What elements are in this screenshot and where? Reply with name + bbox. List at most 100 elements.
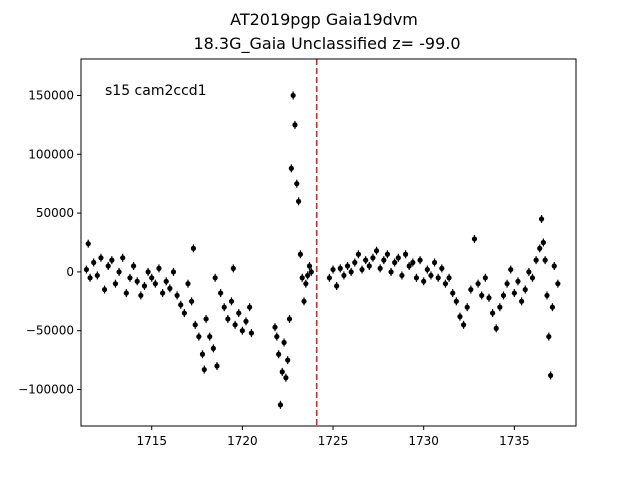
data-point — [330, 266, 336, 273]
data-points — [83, 91, 561, 409]
y-axis-ticks: −100000 −50000 0 50000 100000 150000 — [18, 88, 81, 397]
data-point — [486, 295, 492, 301]
data-point — [276, 351, 282, 357]
data-point — [230, 265, 236, 271]
data-point — [529, 275, 536, 281]
data-point — [239, 328, 245, 334]
data-point — [181, 310, 187, 316]
data-point — [544, 292, 550, 299]
data-point — [218, 290, 224, 296]
data-point — [424, 266, 430, 273]
data-point — [279, 369, 285, 375]
data-point — [549, 304, 556, 310]
data-point — [446, 275, 452, 281]
data-point — [308, 269, 314, 275]
data-point — [87, 275, 93, 281]
y-tick-label: 100000 — [28, 147, 74, 161]
data-point — [370, 255, 376, 261]
data-point — [551, 263, 557, 269]
data-point — [174, 292, 180, 299]
data-point — [295, 198, 302, 204]
data-point — [489, 310, 496, 316]
data-point — [334, 283, 340, 289]
data-point — [185, 281, 191, 287]
data-point — [91, 259, 97, 266]
data-point — [247, 304, 253, 310]
data-point — [305, 272, 311, 279]
data-point — [522, 286, 528, 293]
data-point — [290, 92, 296, 99]
data-point — [292, 122, 298, 128]
data-point — [286, 316, 293, 322]
y-tick-label: 0 — [66, 265, 74, 279]
x-tick-label: 1735 — [499, 434, 530, 448]
data-point — [285, 357, 291, 363]
data-point — [85, 241, 91, 247]
data-point — [283, 375, 289, 381]
data-point — [152, 281, 158, 287]
data-point — [538, 216, 545, 222]
data-point — [337, 265, 343, 271]
data-point — [457, 314, 463, 320]
y-tick-label: 150000 — [28, 88, 74, 102]
data-point — [196, 334, 202, 340]
data-point — [207, 334, 213, 340]
data-point — [274, 334, 280, 340]
data-point — [145, 269, 151, 275]
data-point — [192, 322, 198, 328]
data-point — [228, 298, 235, 304]
data-point — [479, 292, 485, 299]
data-point — [475, 281, 481, 287]
data-point — [348, 269, 354, 275]
chart-subtitle: 18.3G_Gaia Unclassified z= -99.0 — [193, 34, 460, 54]
data-point — [225, 316, 231, 322]
data-point — [511, 290, 517, 296]
data-point — [395, 255, 401, 261]
data-point — [508, 266, 514, 273]
data-point — [431, 259, 438, 266]
data-point — [170, 269, 177, 275]
data-point — [306, 263, 313, 269]
data-point — [94, 272, 100, 279]
data-point — [435, 275, 441, 281]
data-point — [149, 275, 155, 281]
data-point — [138, 292, 144, 299]
data-point — [537, 245, 543, 251]
data-point — [272, 324, 278, 330]
data-point — [159, 290, 166, 296]
data-point — [515, 278, 521, 284]
data-point — [236, 310, 242, 316]
data-point — [326, 275, 333, 281]
data-point — [112, 281, 119, 287]
data-point — [303, 281, 309, 287]
data-point — [417, 257, 423, 263]
data-point — [471, 236, 478, 242]
data-point — [482, 275, 488, 281]
data-point — [406, 263, 412, 269]
data-point — [388, 269, 394, 275]
data-point — [548, 372, 554, 379]
data-point — [542, 257, 548, 263]
x-tick-label: 1725 — [318, 434, 349, 448]
data-point — [203, 316, 209, 322]
data-point — [123, 290, 129, 296]
plot-frame — [80, 58, 577, 427]
data-point — [277, 402, 284, 408]
data-point — [130, 263, 137, 269]
data-point — [533, 257, 539, 263]
data-point — [526, 269, 532, 275]
data-point — [156, 265, 162, 271]
y-tick-label: −100000 — [18, 383, 74, 397]
data-point — [519, 298, 525, 304]
data-point — [299, 275, 305, 281]
y-tick-label: 50000 — [36, 206, 74, 220]
data-point — [428, 272, 434, 279]
data-point — [210, 345, 216, 351]
data-point — [201, 366, 207, 373]
data-point — [281, 339, 287, 346]
data-point — [109, 257, 115, 263]
data-point — [199, 351, 206, 357]
data-point — [366, 263, 372, 269]
data-point — [384, 251, 391, 257]
